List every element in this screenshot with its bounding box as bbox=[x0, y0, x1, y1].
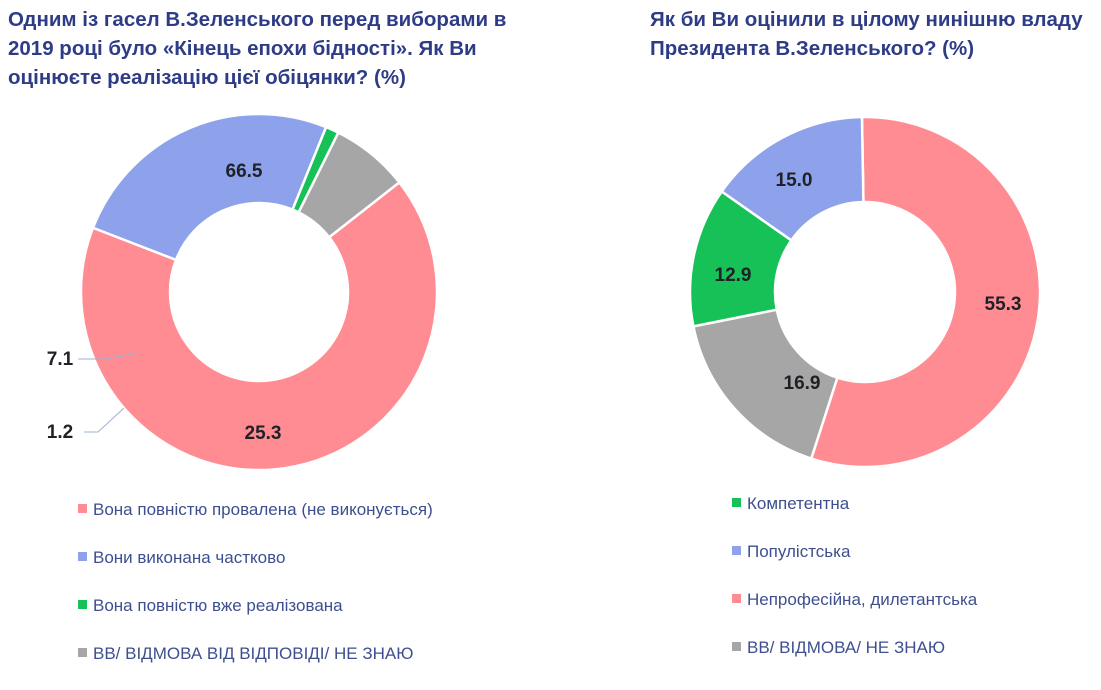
donut-slice-2 bbox=[91, 112, 328, 262]
data-label: 1.2 bbox=[47, 422, 73, 443]
chart-right: Як би Ви оцінили в цілому нинішню владу … bbox=[560, 0, 1101, 690]
chart-title: Одним із гасел В.Зеленського перед вибор… bbox=[8, 8, 507, 89]
legend-item: ВВ/ ВІДМОВА/ НЕ ЗНАЮ bbox=[732, 638, 945, 658]
chart-left: Одним із гасел В.Зеленського перед вибор… bbox=[8, 8, 507, 664]
legend-item: Вона повністю вже реалізована bbox=[78, 596, 343, 616]
legend-label: ВВ/ ВІДМОВА/ НЕ ЗНАЮ bbox=[747, 638, 946, 657]
donut-slice-1 bbox=[79, 181, 439, 472]
donut-chart: 66.5 25.3 1.2 7.1 bbox=[47, 112, 439, 472]
data-label: 12.9 bbox=[715, 265, 752, 286]
legend-swatch bbox=[78, 552, 87, 561]
legend-item: Популістська bbox=[732, 542, 850, 562]
data-label: 15.0 bbox=[776, 170, 813, 191]
legend-label: Вона повністю провалена (не виконується) bbox=[93, 500, 433, 519]
data-label: 25.3 bbox=[245, 423, 282, 444]
donut-slice-1 bbox=[810, 115, 1042, 469]
legend-label: Вони виконана частково bbox=[93, 548, 286, 567]
leader-line bbox=[78, 352, 139, 360]
legend-label: Популістська bbox=[747, 542, 851, 561]
legend-item: ВВ/ ВІДМОВА ВІД ВІДПОВІДІ/ НЕ ЗНАЮ bbox=[78, 644, 413, 664]
legend-item: Компетентна bbox=[732, 494, 849, 514]
legend-label: Вона повністю вже реалізована bbox=[93, 596, 343, 615]
legend-swatch bbox=[78, 648, 87, 657]
legend-swatch bbox=[78, 504, 87, 513]
chart-title: Як би Ви оцінили в цілому нинішню владу … bbox=[650, 8, 1083, 60]
data-label: 7.1 bbox=[47, 349, 74, 370]
legend-item: Непрофесійна, дилетантська bbox=[732, 590, 977, 610]
legend-label: ВВ/ ВІДМОВА ВІД ВІДПОВІДІ/ НЕ ЗНАЮ bbox=[93, 644, 414, 663]
legend-swatch bbox=[78, 600, 87, 609]
legend-label: Компетентна bbox=[747, 494, 850, 513]
legend-item: Вона повністю провалена (не виконується) bbox=[78, 500, 433, 520]
donut-chart: 55.3 16.9 12.9 15.0 bbox=[688, 115, 1042, 469]
legend-swatch bbox=[732, 498, 741, 507]
donut-slice-4 bbox=[297, 131, 401, 239]
legend-label: Непрофесійна, дилетантська bbox=[747, 590, 978, 609]
data-label: 66.5 bbox=[226, 161, 263, 182]
legend-item: Вони виконана частково bbox=[78, 548, 285, 568]
data-label: 55.3 bbox=[985, 294, 1022, 315]
leader-line bbox=[84, 407, 125, 433]
legend-swatch bbox=[732, 546, 741, 555]
donut-slice-4 bbox=[720, 115, 865, 242]
data-label: 16.9 bbox=[784, 373, 821, 394]
legend-swatch bbox=[732, 594, 741, 603]
legend-swatch bbox=[732, 642, 741, 651]
